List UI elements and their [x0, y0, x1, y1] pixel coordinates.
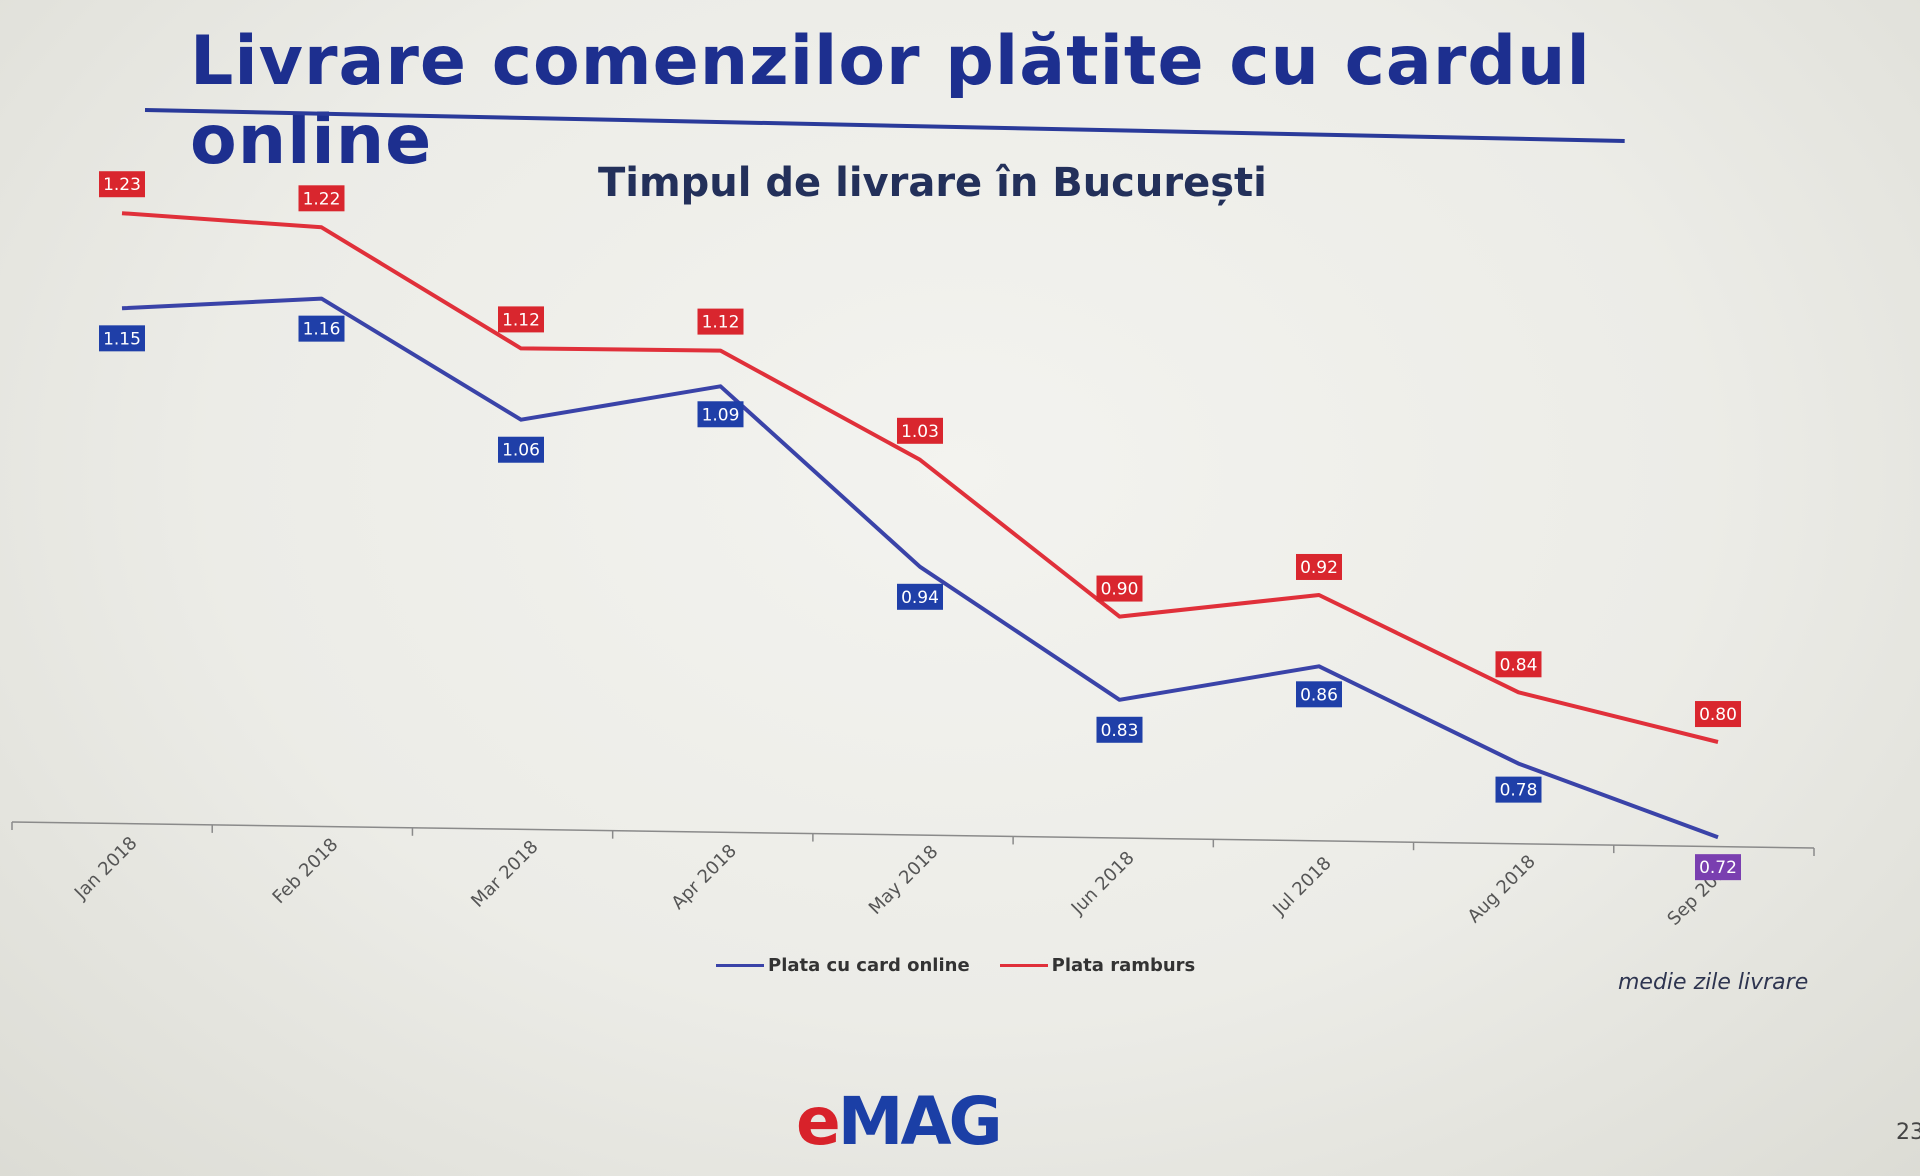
slide-title: Livrare comenzilor plătite cu cardul onl…	[190, 22, 1591, 180]
legend-label-card: Plata cu card online	[768, 954, 970, 976]
legend-swatch-ramburs	[999, 963, 1048, 967]
x-tick-label: Jun 2018	[1067, 848, 1139, 920]
data-label: 0.94	[901, 588, 939, 608]
unit-note: medie zile livrare	[1618, 970, 1809, 995]
data-label-box	[498, 436, 544, 463]
page-number: 23	[1896, 1120, 1920, 1145]
data-label: 1.16	[303, 320, 341, 340]
data-label: 1.15	[103, 329, 141, 349]
data-label-box	[498, 306, 544, 333]
data-label: 0.83	[1101, 721, 1139, 741]
x-tick-label: Mar 2018	[467, 836, 542, 911]
legend-item-ramburs: Plata ramburs	[999, 954, 1196, 976]
legend-swatch-card	[716, 963, 764, 967]
legend-item-card: Plata cu card online	[716, 955, 970, 976]
data-label: 0.72	[1699, 858, 1737, 878]
data-label: 1.22	[303, 189, 341, 209]
x-tick-label: Jul 2018	[1268, 853, 1335, 920]
data-label: 0.78	[1500, 781, 1538, 801]
data-label-box	[99, 325, 145, 352]
data-label: 0.84	[1500, 655, 1538, 675]
data-label: 0.90	[1101, 580, 1139, 600]
data-label-box	[1096, 575, 1143, 602]
x-tick-label: Feb 2018	[269, 834, 343, 908]
data-label: 0.86	[1300, 685, 1338, 705]
data-label-box	[897, 583, 943, 610]
data-label-box	[697, 308, 744, 335]
data-label: 0.92	[1300, 558, 1338, 578]
x-axis-line	[11, 821, 1815, 849]
data-label-box	[99, 171, 145, 198]
data-label: 1.06	[502, 441, 540, 461]
data-label-box	[1695, 854, 1741, 881]
data-label: 0.80	[1699, 705, 1737, 725]
series-line-0	[121, 296, 1719, 840]
data-label-box	[1495, 776, 1542, 803]
data-label-box	[1495, 651, 1542, 678]
legend-label-ramburs: Plata ramburs	[1051, 954, 1196, 976]
data-label-box	[298, 185, 345, 212]
data-label: 1.12	[502, 310, 540, 330]
x-tick-label: Aug 2018	[1464, 851, 1540, 927]
data-label-box	[1695, 701, 1741, 728]
data-label: 1.09	[702, 405, 740, 425]
data-label: 1.23	[103, 175, 141, 195]
data-label-box	[1296, 553, 1342, 580]
data-label-box	[298, 315, 345, 342]
emag-logo: eMAG	[796, 1083, 1003, 1160]
data-label: 1.03	[901, 422, 939, 442]
data-label-box	[697, 401, 744, 428]
data-label-box	[1096, 716, 1143, 743]
chart-title: Timpul de livrare în București	[598, 160, 1267, 206]
series-line-1	[121, 211, 1719, 744]
x-tick-label: Apr 2018	[668, 840, 741, 913]
data-label-box	[1296, 681, 1342, 708]
x-tick-label: May 2018	[865, 841, 943, 919]
data-label: 1.12	[702, 313, 740, 333]
chart-legend: Plata cu card online Plata ramburs	[716, 950, 1195, 980]
data-label-box	[897, 417, 943, 444]
x-tick-label: Jan 2018	[70, 833, 142, 905]
